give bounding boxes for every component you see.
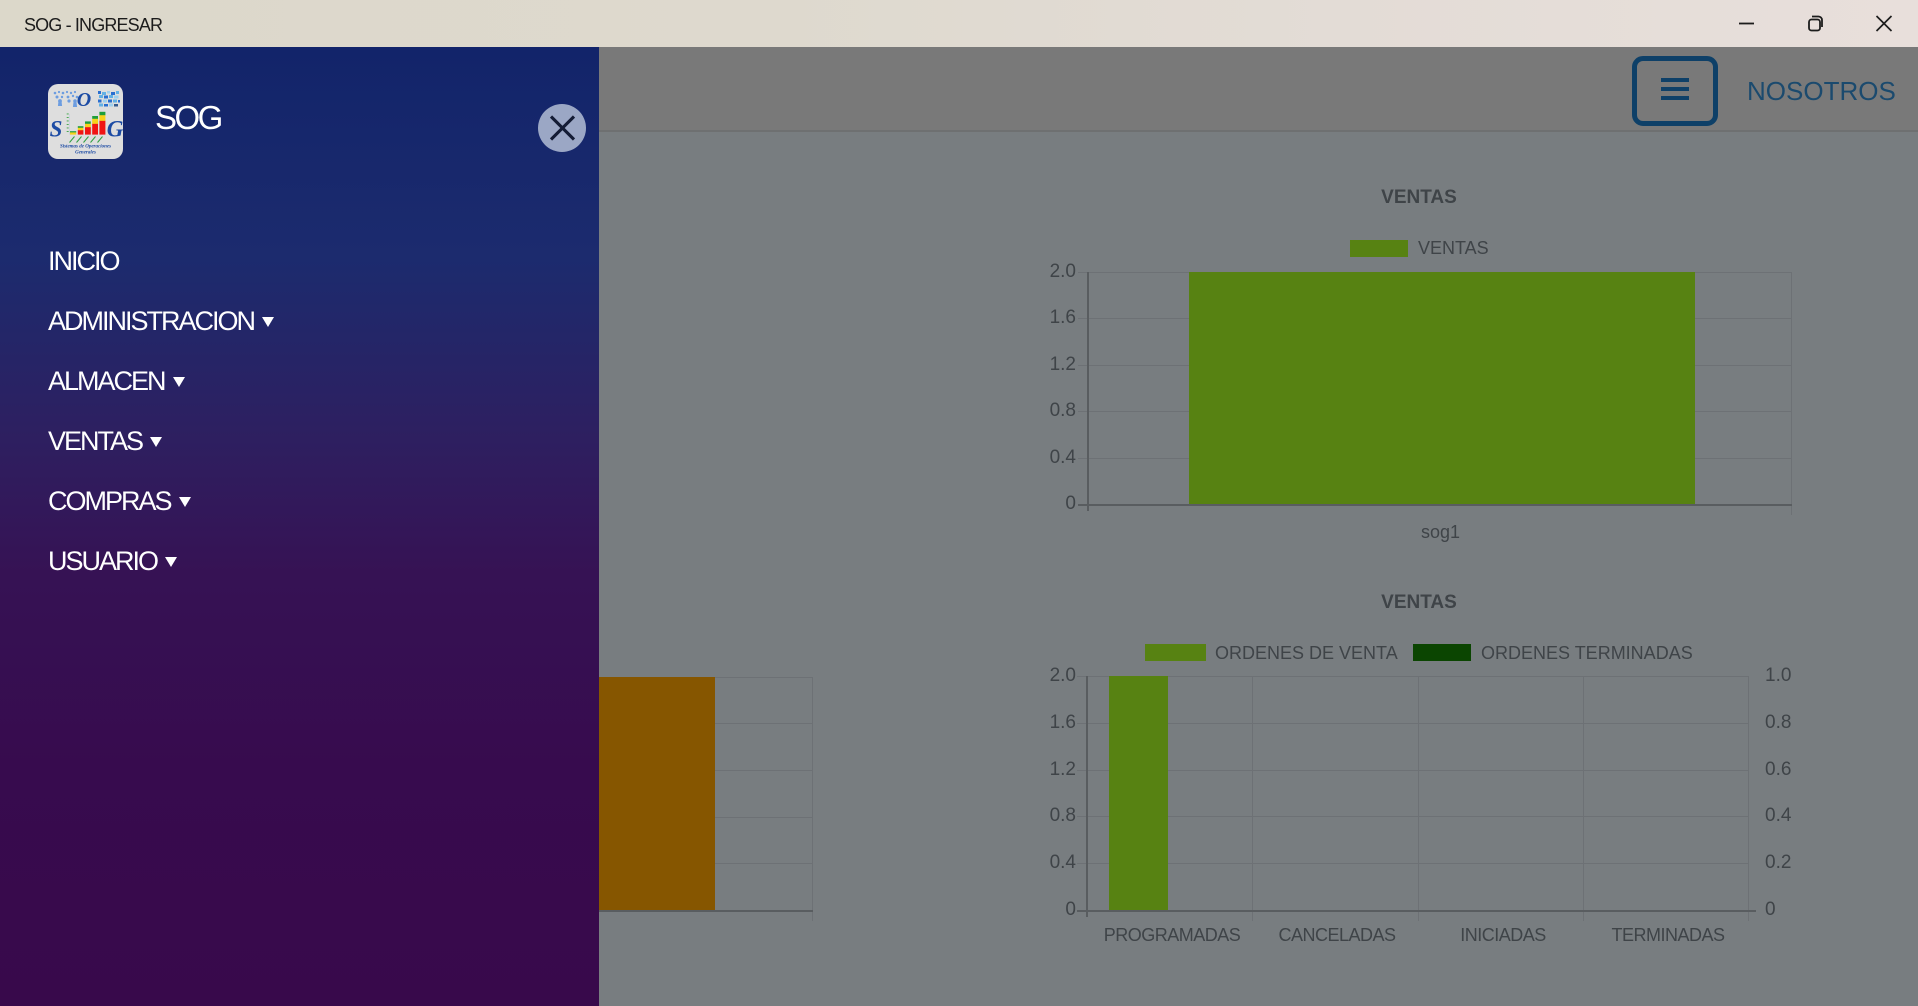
svg-text:O: O (77, 89, 91, 111)
svg-text:G: G (107, 117, 123, 142)
svg-text:Generales: Generales (75, 151, 96, 156)
svg-text:Sistemas de Operaciones: Sistemas de Operaciones (60, 145, 111, 150)
svg-text:S: S (50, 117, 63, 142)
